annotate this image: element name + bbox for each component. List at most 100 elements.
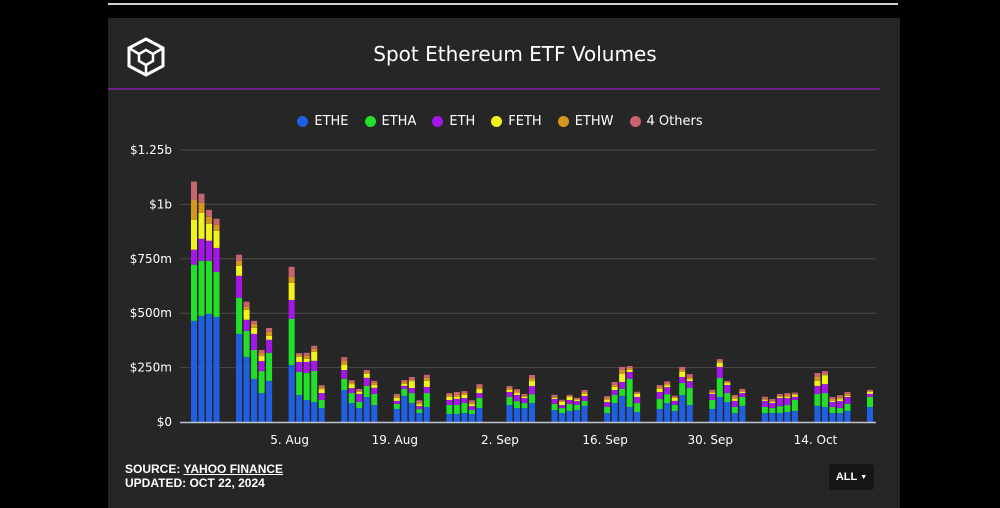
bar-segment-eth	[761, 400, 768, 407]
bar-segment-ethe	[393, 408, 400, 422]
bar-segment-ethw	[363, 371, 370, 374]
y-tick-label: $250m	[130, 361, 172, 375]
bar-segment-etha	[626, 378, 633, 407]
bar-segment-ethe	[656, 408, 663, 422]
legend-item-4-others[interactable]: 4 Others	[629, 114, 703, 129]
bar-segment-ethe	[408, 403, 415, 422]
bar-segment-4-others	[724, 380, 731, 382]
bar-segment-eth	[814, 385, 821, 394]
bar-segment-eth	[236, 275, 243, 298]
bar-segment-feth	[506, 390, 513, 392]
bar-segment-4-others	[213, 218, 220, 225]
bar-segment-eth	[318, 393, 325, 401]
bar-segment-4-others	[371, 380, 378, 383]
bar-segment-eth	[836, 401, 843, 409]
x-tick-label: 5. Aug	[270, 433, 309, 447]
bar-segment-ethe	[784, 411, 791, 422]
bar-segment-feth	[679, 371, 686, 377]
bar-segment-etha	[769, 408, 776, 414]
bar-segment-feth	[243, 309, 250, 320]
bar-segment-feth	[761, 399, 768, 401]
bar-segment-ethe	[829, 413, 836, 422]
legend-item-eth[interactable]: ETH	[432, 114, 475, 129]
bar-segment-feth	[356, 391, 363, 394]
bar-segment-4-others	[318, 385, 325, 388]
bar-segment-ethe	[243, 356, 250, 422]
y-tick-label: $1b	[149, 197, 172, 211]
bar-segment-feth	[213, 230, 220, 248]
bar-segment-etha	[401, 388, 408, 396]
bar-segment-ethe	[461, 413, 468, 422]
bar-segment-feth	[476, 389, 483, 394]
legend-item-ethe[interactable]: ETHE	[297, 114, 349, 129]
bar-segment-etha	[551, 403, 558, 411]
bar-segment-eth	[566, 400, 573, 404]
bar-segment-eth	[829, 401, 836, 407]
bar-segment-4-others	[348, 380, 355, 383]
bar-segment-ethw	[784, 395, 791, 397]
bar-segment-ethe	[611, 403, 618, 422]
bar-segment-eth	[821, 384, 828, 394]
bar-segment-ethe	[724, 401, 731, 422]
bar-segment-4-others	[243, 301, 250, 307]
legend-label: ETH	[449, 114, 476, 129]
bar-segment-ethe	[513, 408, 520, 422]
bar-segment-ethe	[581, 405, 588, 422]
bar-segment-eth	[416, 406, 423, 410]
bar-segment-etha	[716, 378, 723, 397]
x-tick-label: 14. Oct	[794, 433, 838, 447]
bar-segment-etha	[288, 318, 295, 365]
bar-segment-feth	[716, 363, 723, 367]
bar-segment-ethe	[251, 378, 258, 422]
bar-segment-ethe	[521, 408, 528, 422]
bar-segment-eth	[611, 390, 618, 396]
bar-segment-feth	[611, 386, 618, 391]
source-link[interactable]: YAHOO FINANCE	[183, 462, 284, 476]
bar-segment-ethe	[664, 403, 671, 422]
legend-item-feth[interactable]: FETH	[491, 114, 542, 129]
bar-segment-4-others	[836, 395, 843, 398]
legend-item-ethw[interactable]: ETHW	[557, 114, 614, 129]
bar-segment-ethe	[529, 403, 535, 422]
bar-segment-feth	[401, 383, 408, 386]
bar-segment-4-others	[363, 369, 370, 372]
bar-segment-etha	[739, 396, 746, 406]
bar-segment-etha	[761, 406, 768, 414]
legend-item-etha[interactable]: ETHA	[364, 114, 416, 129]
bar-segment-ethw	[611, 385, 618, 387]
bar-segment-4-others	[191, 181, 197, 200]
bar-segment-eth	[656, 391, 663, 399]
bar-segment-etha	[311, 370, 318, 402]
bar-segment-feth	[844, 395, 851, 397]
bar-segment-eth	[348, 388, 355, 394]
bar-segment-4-others	[506, 386, 513, 389]
bar-segment-ethw	[604, 398, 611, 401]
bar-segment-feth	[836, 399, 843, 402]
legend-dot-icon	[364, 116, 376, 127]
bar-segment-eth	[341, 369, 348, 379]
bar-segment-4-others	[236, 254, 243, 261]
bar-segment-feth	[731, 398, 738, 401]
bar-segment-eth	[506, 391, 513, 397]
bar-segment-ethw	[634, 392, 641, 394]
bar-segment-ethe	[739, 405, 746, 422]
bar-segment-eth	[198, 238, 205, 261]
bar-segment-feth	[529, 381, 535, 387]
bar-segment-eth	[243, 319, 250, 331]
bar-segment-ethe	[559, 413, 566, 422]
bar-segment-ethe	[266, 380, 273, 422]
bar-segment-feth	[776, 396, 783, 399]
bar-segment-etha	[393, 403, 400, 409]
range-dropdown-button[interactable]: ALL ▼	[829, 464, 874, 490]
bar-segment-eth	[401, 385, 408, 389]
bar-segment-etha	[453, 405, 460, 414]
bar-segment-ethw	[867, 390, 873, 392]
legend-label: 4 Others	[646, 114, 703, 129]
bar-segment-eth	[266, 339, 273, 353]
bar-segment-feth	[791, 394, 798, 397]
bar-segment-feth	[626, 369, 633, 372]
bar-segment-ethe	[303, 400, 310, 422]
bar-segment-feth	[408, 381, 415, 389]
bar-segment-ethw	[626, 368, 633, 370]
bar-segment-etha	[468, 410, 475, 414]
